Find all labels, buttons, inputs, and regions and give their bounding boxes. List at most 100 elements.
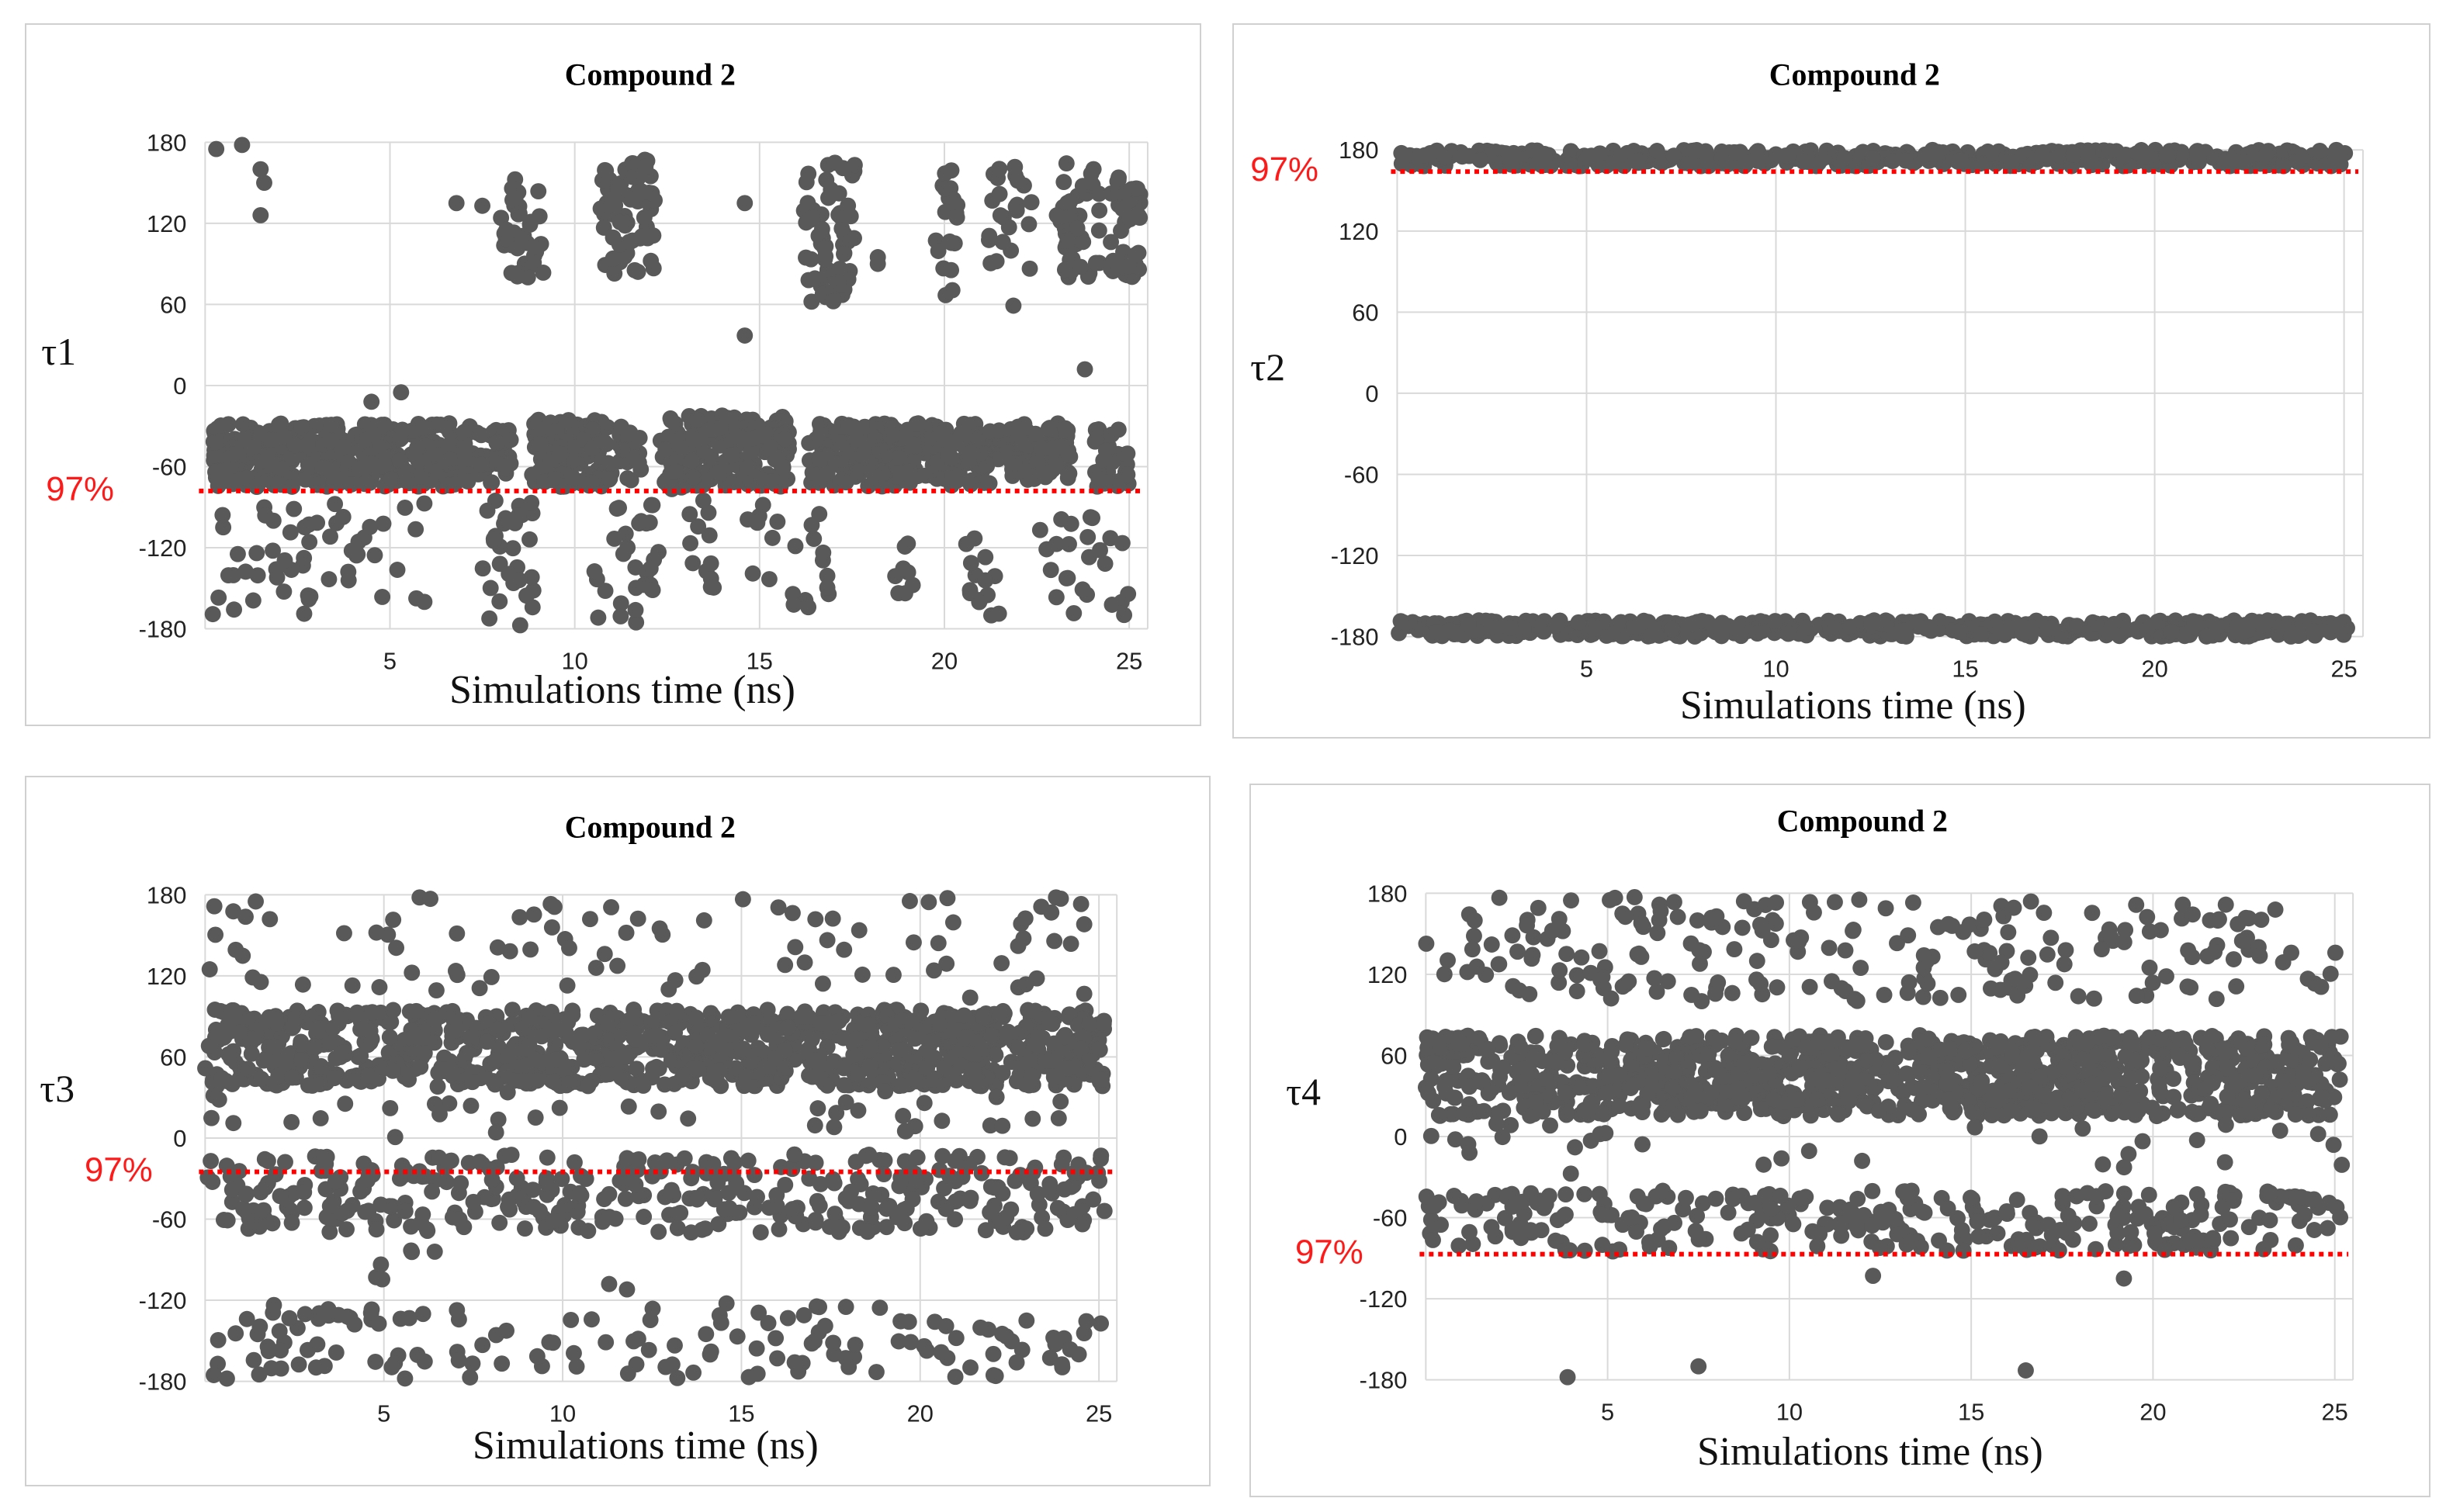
- data-point: [819, 1038, 836, 1055]
- data-point: [770, 899, 787, 916]
- data-point: [1018, 1312, 1035, 1329]
- data-point: [1012, 1024, 1028, 1041]
- data-point: [551, 1099, 568, 1116]
- data-point: [1045, 1068, 1062, 1085]
- data-point: [2119, 621, 2136, 638]
- data-point: [1024, 1110, 1041, 1127]
- data-point: [1047, 1336, 1064, 1353]
- data-point: [204, 1174, 221, 1190]
- data-point: [825, 1334, 842, 1351]
- data-point: [894, 1012, 911, 1029]
- data-point: [913, 1002, 930, 1019]
- data-point: [975, 474, 993, 491]
- data-point: [618, 924, 635, 941]
- data-point: [1780, 625, 1797, 642]
- data-point: [796, 954, 813, 971]
- data-point: [606, 531, 623, 547]
- data-point: [483, 1171, 501, 1188]
- data-point: [982, 1117, 999, 1134]
- data-point: [527, 1051, 544, 1068]
- data-point: [385, 1002, 402, 1019]
- data-point: [767, 1330, 785, 1347]
- data-point: [317, 1162, 334, 1179]
- data-point: [2052, 626, 2069, 643]
- data-point: [948, 1330, 965, 1347]
- data-point: [2327, 617, 2344, 634]
- data-point: [1084, 1060, 1101, 1078]
- data-point: [905, 934, 922, 951]
- data-point: [463, 1097, 480, 1114]
- data-point: [414, 1030, 431, 1047]
- data-point: [937, 1199, 955, 1216]
- data-point: [667, 1337, 683, 1354]
- x-tick-label: 5: [1601, 1398, 1614, 1425]
- data-point: [293, 1051, 310, 1068]
- data-point: [739, 460, 756, 476]
- data-point: [836, 1077, 853, 1094]
- data-point: [628, 1060, 645, 1078]
- x-axis-label: Simulations time (ns): [1697, 1430, 2043, 1474]
- data-point: [711, 437, 728, 454]
- data-point: [1093, 1315, 1110, 1332]
- data-point: [502, 455, 519, 472]
- data-point: [257, 1179, 274, 1196]
- data-point: [1015, 930, 1032, 947]
- data-point: [365, 427, 382, 443]
- data-point: [403, 1030, 420, 1047]
- data-point: [889, 1209, 906, 1226]
- data-point: [587, 960, 605, 976]
- data-point: [851, 922, 868, 939]
- data-point: [860, 1077, 877, 1094]
- data-point: [642, 560, 659, 577]
- data-point: [2189, 143, 2206, 160]
- data-point: [629, 1031, 646, 1048]
- data-point: [643, 497, 660, 514]
- data-point: [322, 528, 338, 545]
- data-point: [931, 1015, 948, 1033]
- data-point: [999, 1025, 1016, 1042]
- data-point: [265, 1296, 282, 1313]
- data-point: [338, 1221, 355, 1237]
- data-point: [314, 459, 331, 476]
- data-point: [340, 572, 357, 589]
- data-point: [723, 447, 740, 464]
- data-point: [597, 583, 614, 600]
- data-point: [225, 1115, 242, 1132]
- data-point: [1686, 628, 1703, 645]
- data-point: [861, 1058, 878, 1075]
- data-point: [234, 947, 251, 964]
- data-point: [229, 545, 246, 562]
- data-point: [1029, 1185, 1046, 1202]
- data-point: [897, 1123, 914, 1140]
- data-point: [1008, 1073, 1025, 1090]
- data-point: [667, 463, 684, 480]
- data-point: [312, 1110, 329, 1126]
- data-point: [850, 1066, 866, 1083]
- data-point: [1056, 1181, 1073, 1198]
- data-point: [2216, 154, 2233, 171]
- data-point: [1096, 1202, 1113, 1220]
- data-point: [489, 455, 506, 472]
- data-point: [2290, 628, 2307, 645]
- data-point: [580, 1078, 597, 1095]
- data-point: [352, 1047, 369, 1064]
- data-point: [1589, 620, 1606, 637]
- x-tick-label: 20: [2139, 1398, 2166, 1425]
- data-point: [1000, 219, 1017, 236]
- data-point: [1080, 1015, 1097, 1033]
- data-point: [595, 219, 612, 236]
- data-point: [1084, 510, 1101, 527]
- data-point: [744, 565, 761, 582]
- x-tick-label: 25: [2330, 655, 2357, 682]
- data-point: [688, 1191, 705, 1208]
- data-point: [381, 1029, 398, 1046]
- data-point: [940, 445, 957, 462]
- data-point: [580, 1223, 597, 1240]
- data-point: [871, 1299, 889, 1317]
- data-point: [784, 905, 801, 922]
- data-point: [424, 1183, 441, 1200]
- data-point: [2235, 154, 2252, 171]
- data-point: [760, 571, 778, 587]
- data-point: [267, 1166, 284, 1183]
- data-point: [306, 1038, 323, 1055]
